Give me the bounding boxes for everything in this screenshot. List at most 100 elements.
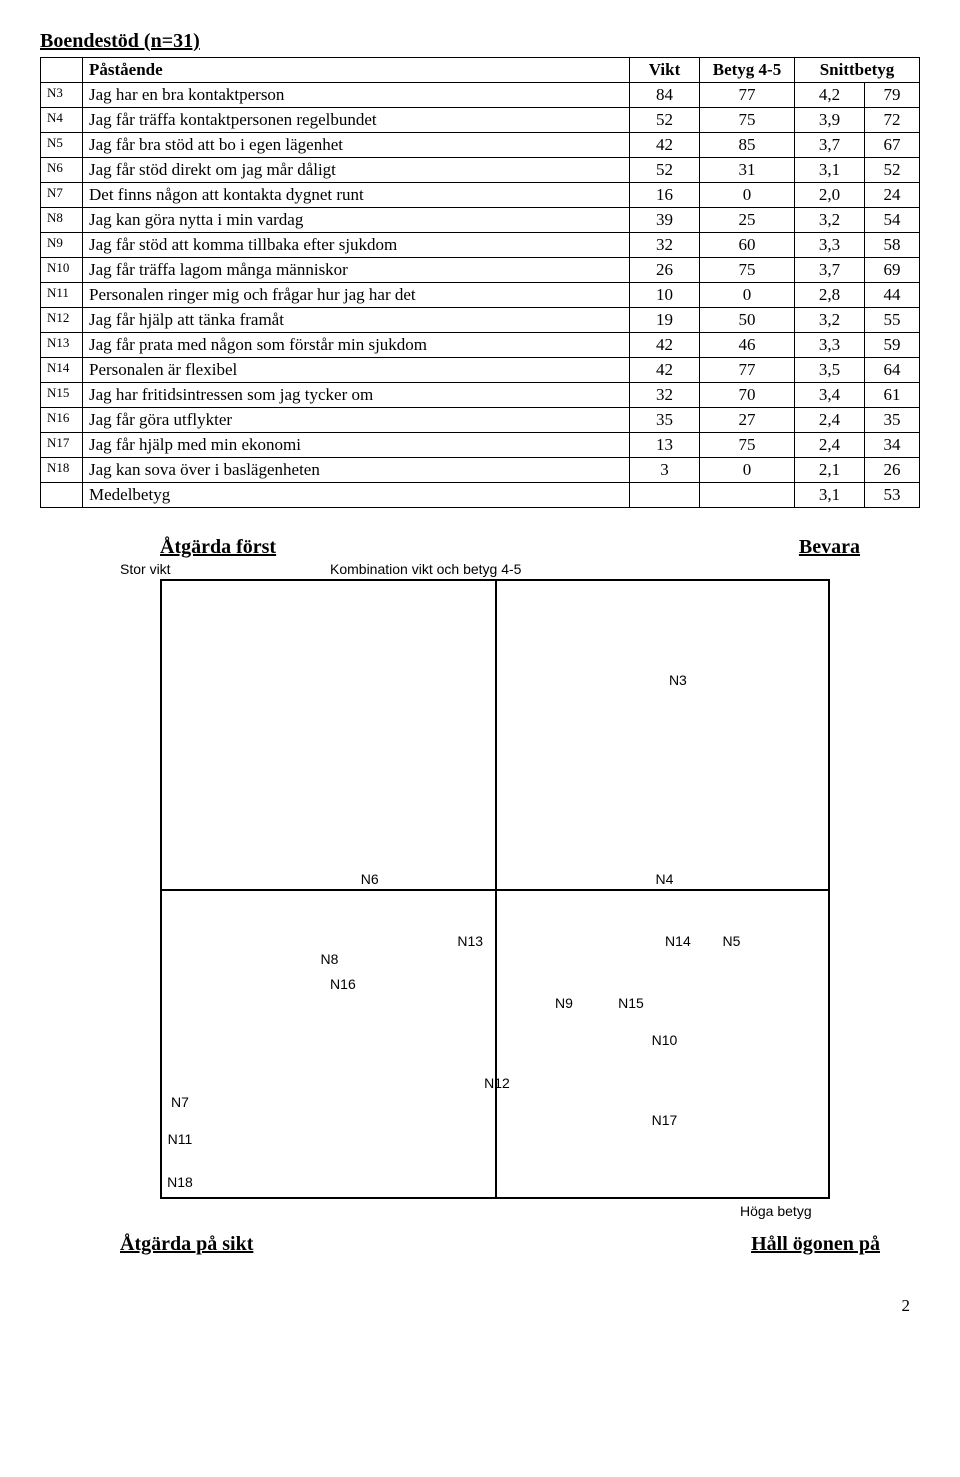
cell-stmt: Jag får stöd direkt om jag mår dåligt [83, 158, 630, 183]
cell-last: 59 [865, 333, 920, 358]
cell-snitt: 4,2 [795, 83, 865, 108]
cell-vikt: 3 [630, 458, 700, 483]
cell-id: N11 [41, 283, 83, 308]
cell-vikt: 32 [630, 233, 700, 258]
cell-betyg: 27 [700, 408, 795, 433]
table-row: N12Jag får hjälp att tänka framåt19503,2… [41, 308, 920, 333]
cell-betyg: 70 [700, 383, 795, 408]
cell-last: 54 [865, 208, 920, 233]
table-row: N3Jag har en bra kontaktperson84774,279 [41, 83, 920, 108]
cell-id: N6 [41, 158, 83, 183]
table-row: N15Jag har fritidsintressen som jag tyck… [41, 383, 920, 408]
cell-id: N15 [41, 383, 83, 408]
cell-id: N12 [41, 308, 83, 333]
cell-stmt: Jag får prata med någon som förstår min … [83, 333, 630, 358]
table-row: N5Jag får bra stöd att bo i egen lägenhe… [41, 133, 920, 158]
cell-vikt: 39 [630, 208, 700, 233]
table-row: N17Jag får hjälp med min ekonomi13752,43… [41, 433, 920, 458]
cell-stmt: Det finns någon att kontakta dygnet runt [83, 183, 630, 208]
table-row: N7Det finns någon att kontakta dygnet ru… [41, 183, 920, 208]
cell-footer-label: Medelbetyg [83, 483, 630, 508]
scatter-point: N4 [656, 871, 674, 887]
table-row: N13Jag får prata med någon som förstår m… [41, 333, 920, 358]
cell-snitt: 3,7 [795, 258, 865, 283]
scatter-point: N10 [652, 1032, 678, 1048]
scatter-point: N14 [665, 933, 691, 949]
cell-betyg: 75 [700, 433, 795, 458]
quad-tl: Åtgärda först [160, 536, 276, 559]
cell-snitt: 2,4 [795, 408, 865, 433]
cell-betyg: 0 [700, 283, 795, 308]
cell-snitt: 3,1 [795, 158, 865, 183]
th-stmt: Påstående [83, 58, 630, 83]
cell-last: 26 [865, 458, 920, 483]
cell-last: 34 [865, 433, 920, 458]
cell-vikt: 52 [630, 158, 700, 183]
scatter-point: N3 [669, 672, 687, 688]
scatter-point: N12 [484, 1075, 510, 1091]
cell-vikt: 13 [630, 433, 700, 458]
cell-last: 61 [865, 383, 920, 408]
cell-last: 67 [865, 133, 920, 158]
cell-snitt: 3,3 [795, 333, 865, 358]
cell-vikt: 42 [630, 333, 700, 358]
page-number: 2 [40, 1296, 920, 1316]
cell-id: N9 [41, 233, 83, 258]
cell-id: N4 [41, 108, 83, 133]
scatter-point: N15 [618, 995, 644, 1011]
cell-vikt: 26 [630, 258, 700, 283]
axis-bottom-right: Höga betyg [740, 1203, 920, 1219]
cell-snitt: 3,5 [795, 358, 865, 383]
cell-id: N17 [41, 433, 83, 458]
cell-vikt: 19 [630, 308, 700, 333]
table-row: N4Jag får träffa kontaktpersonen regelbu… [41, 108, 920, 133]
cell-stmt: Jag får hjälp med min ekonomi [83, 433, 630, 458]
th-snitt: Snittbetyg [795, 58, 920, 83]
cell-betyg: 60 [700, 233, 795, 258]
cell-snitt: 2,1 [795, 458, 865, 483]
scatter-point: N6 [361, 871, 379, 887]
cell-stmt: Jag får stöd att komma tillbaka efter sj… [83, 233, 630, 258]
scatter-point: N18 [167, 1174, 193, 1190]
cell-betyg: 75 [700, 258, 795, 283]
cell-last: 79 [865, 83, 920, 108]
cell-snitt: 3,2 [795, 208, 865, 233]
cell-betyg: 50 [700, 308, 795, 333]
cell-betyg: 31 [700, 158, 795, 183]
table-row: N14Personalen är flexibel42773,564 [41, 358, 920, 383]
scatter-hline [162, 889, 828, 891]
chart-wrap: Åtgärda först Bevara Stor vikt Kombinati… [40, 536, 920, 1256]
cell-betyg: 75 [700, 108, 795, 133]
cell-stmt: Jag har fritidsintressen som jag tycker … [83, 383, 630, 408]
table-row: N11Personalen ringer mig och frågar hur … [41, 283, 920, 308]
axis-top-mid: Kombination vikt och betyg 4-5 [330, 561, 521, 577]
cell-vikt: 84 [630, 83, 700, 108]
scatter-point: N13 [457, 933, 483, 949]
cell-last: 52 [865, 158, 920, 183]
cell-vikt: 16 [630, 183, 700, 208]
cell-stmt: Jag får träffa kontaktpersonen regelbund… [83, 108, 630, 133]
cell-betyg: 77 [700, 83, 795, 108]
cell-vikt: 42 [630, 358, 700, 383]
scatter-point: N17 [652, 1112, 678, 1128]
cell-stmt: Jag får bra stöd att bo i egen lägenhet [83, 133, 630, 158]
scatter-point: N7 [171, 1094, 189, 1110]
cell-vikt: 10 [630, 283, 700, 308]
scatter-point: N11 [168, 1131, 193, 1147]
cell-last: 58 [865, 233, 920, 258]
cell-last: 44 [865, 283, 920, 308]
cell-stmt: Jag får träffa lagom många människor [83, 258, 630, 283]
cell-betyg: 77 [700, 358, 795, 383]
cell-snitt: 3,7 [795, 133, 865, 158]
cell-snitt: 2,0 [795, 183, 865, 208]
table-row: N9Jag får stöd att komma tillbaka efter … [41, 233, 920, 258]
scatter-point: N5 [723, 933, 741, 949]
cell-footer-last: 53 [865, 483, 920, 508]
cell-stmt: Jag får hjälp att tänka framåt [83, 308, 630, 333]
th-betyg: Betyg 4-5 [700, 58, 795, 83]
cell-id: N7 [41, 183, 83, 208]
scatter-plot: N3N4N5N6N7N8N9N10N11N12N13N14N15N16N17N1… [160, 579, 830, 1199]
cell-id: N10 [41, 258, 83, 283]
cell-last: 24 [865, 183, 920, 208]
cell-stmt: Jag har en bra kontaktperson [83, 83, 630, 108]
